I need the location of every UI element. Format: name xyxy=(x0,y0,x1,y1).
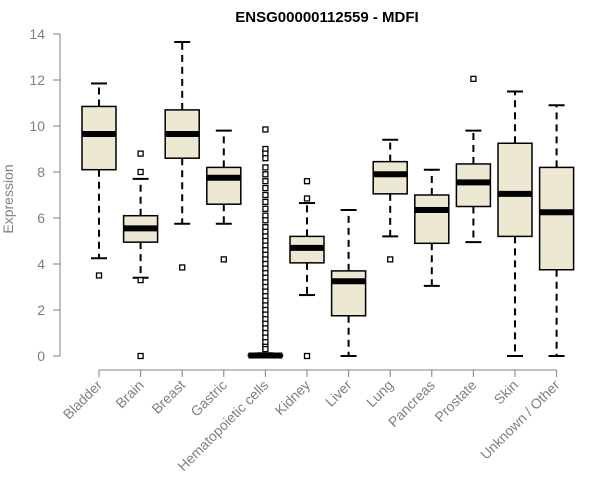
outlier-point xyxy=(137,168,144,176)
y-tick-label: 0 xyxy=(37,348,45,364)
box-group xyxy=(289,178,325,360)
x-tick-label: Breast xyxy=(148,377,188,417)
outlier-point xyxy=(137,352,144,360)
box-group xyxy=(455,75,492,244)
box-iqr xyxy=(497,142,533,238)
box-iqr xyxy=(81,105,117,171)
box-group xyxy=(81,82,117,279)
x-tick-label: Prostate xyxy=(431,377,479,425)
box-iqr xyxy=(414,194,450,245)
y-tick-label: 6 xyxy=(37,210,45,226)
y-tick-label: 4 xyxy=(37,256,45,272)
x-tick-label: Lung xyxy=(363,377,396,410)
chart-title: ENSG00000112559 - MDFI xyxy=(235,9,418,26)
box-group xyxy=(206,129,242,263)
outlier-point xyxy=(262,205,269,212)
box-group xyxy=(372,138,408,263)
outlier-point xyxy=(262,126,269,133)
y-axis-label: Expression xyxy=(0,164,16,233)
outlier-point xyxy=(303,195,311,202)
box-group xyxy=(330,208,367,357)
box-iqr xyxy=(330,270,367,317)
x-tick-label: Brain xyxy=(112,377,146,411)
outlier-point xyxy=(137,276,144,284)
outlier-point xyxy=(387,256,394,263)
outlier-point xyxy=(262,191,269,199)
box-iqr xyxy=(538,166,575,271)
x-tick-label: Skin xyxy=(491,377,522,408)
outlier-point xyxy=(262,164,269,171)
box-group xyxy=(164,41,200,271)
outlier-point xyxy=(179,264,186,271)
outlier-point xyxy=(262,178,269,185)
outlier-point xyxy=(262,217,269,224)
boxes-layer xyxy=(81,41,575,360)
outlier-point xyxy=(262,184,269,192)
outlier-point xyxy=(95,272,103,279)
box-group xyxy=(414,168,450,287)
outlier-point xyxy=(470,75,477,82)
y-tick-label: 10 xyxy=(29,118,45,134)
y-tick-label: 8 xyxy=(37,164,45,180)
outlier-point xyxy=(220,256,227,263)
x-tick-label: Bladder xyxy=(60,377,106,423)
box-group xyxy=(497,90,533,357)
box-group xyxy=(247,126,284,359)
box-iqr xyxy=(206,166,242,205)
outlier-point xyxy=(137,150,144,157)
box-iqr xyxy=(372,160,408,195)
outlier-point xyxy=(262,198,269,206)
y-tick-label: 2 xyxy=(37,302,45,318)
y-tick-label: 12 xyxy=(29,72,45,88)
y-tick-label: 14 xyxy=(29,26,45,42)
box-group xyxy=(122,150,159,360)
x-tick-label: Liver xyxy=(322,377,355,410)
y-axis: 0 2 4 6 8 10 12 14 xyxy=(29,26,61,364)
outlier-point xyxy=(303,352,311,360)
outlier-point xyxy=(262,345,269,353)
outlier-point xyxy=(262,155,269,162)
x-tick-label: Kidney xyxy=(272,377,314,419)
outlier-point xyxy=(262,171,269,178)
box-group xyxy=(538,104,575,357)
x-tick-label: Unknown / Other xyxy=(477,377,563,463)
outlier-point xyxy=(303,178,311,185)
